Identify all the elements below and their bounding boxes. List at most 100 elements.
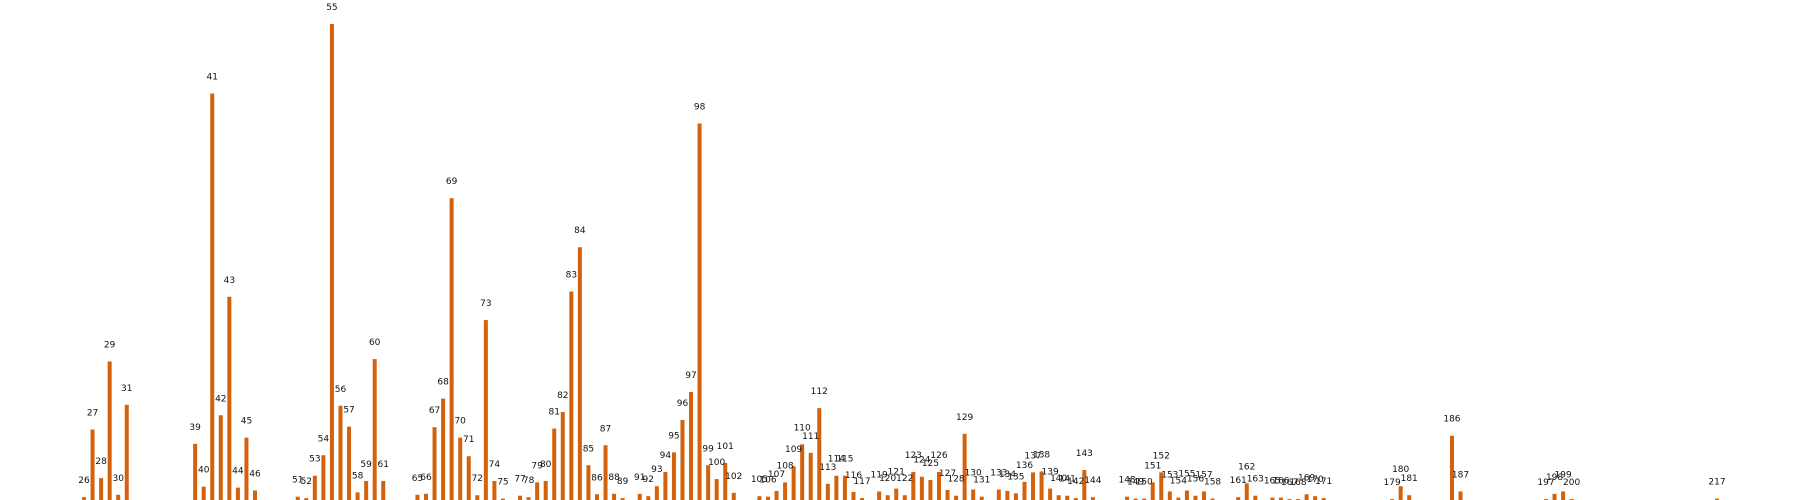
bar-155 bbox=[1184, 490, 1189, 500]
bar-label-39: 39 bbox=[189, 423, 201, 433]
bar-label-68: 68 bbox=[437, 378, 449, 388]
bar-154 bbox=[1176, 497, 1181, 500]
bar-129 bbox=[962, 433, 967, 500]
bar-label-197: 197 bbox=[1537, 478, 1554, 488]
bar-label-128: 128 bbox=[947, 475, 964, 485]
bar-101 bbox=[723, 462, 728, 500]
bar-117 bbox=[860, 498, 865, 500]
bar-54 bbox=[321, 455, 326, 500]
bar-43 bbox=[227, 296, 232, 500]
bar-40 bbox=[201, 486, 206, 500]
bar-107 bbox=[774, 490, 779, 500]
bar-27 bbox=[90, 429, 95, 500]
bar-label-217: 217 bbox=[1708, 478, 1725, 488]
bar-120 bbox=[885, 495, 890, 500]
bar-label-153: 153 bbox=[1161, 470, 1178, 480]
bar-125 bbox=[928, 480, 933, 500]
bars-layer bbox=[82, 24, 1719, 500]
bar-label-29: 29 bbox=[104, 340, 116, 350]
bar-99 bbox=[706, 465, 711, 500]
bar-45 bbox=[244, 437, 249, 500]
bar-label-95: 95 bbox=[668, 431, 679, 441]
bar-69 bbox=[449, 198, 454, 500]
bar-150 bbox=[1142, 498, 1147, 500]
bar-label-79: 79 bbox=[531, 461, 543, 471]
bar-label-162: 162 bbox=[1238, 462, 1255, 472]
bar-label-138: 138 bbox=[1033, 450, 1050, 460]
bar-label-87: 87 bbox=[600, 424, 611, 434]
bar-label-45: 45 bbox=[241, 417, 252, 427]
bar-label-156: 156 bbox=[1187, 475, 1204, 485]
bar-66 bbox=[423, 493, 428, 500]
bar-94 bbox=[663, 471, 668, 500]
bar-61 bbox=[381, 480, 386, 500]
bar-label-170: 170 bbox=[1307, 475, 1324, 485]
bar-153 bbox=[1167, 491, 1172, 500]
bar-144 bbox=[1090, 497, 1095, 500]
bar-label-163: 163 bbox=[1247, 475, 1264, 485]
bar-label-157: 157 bbox=[1195, 470, 1212, 480]
bar-100 bbox=[714, 479, 719, 500]
bar-127 bbox=[945, 490, 950, 500]
bar-116 bbox=[851, 491, 856, 500]
bar-label-149: 149 bbox=[1127, 478, 1144, 488]
bar-label-81: 81 bbox=[549, 408, 560, 418]
bar-68 bbox=[441, 398, 446, 500]
bar-label-121: 121 bbox=[888, 468, 905, 478]
bar-98 bbox=[697, 123, 702, 500]
bar-label-97: 97 bbox=[685, 371, 696, 381]
bar-label-187: 187 bbox=[1452, 470, 1469, 480]
bar-92 bbox=[646, 496, 651, 500]
bar-84 bbox=[577, 247, 582, 500]
bar-143 bbox=[1082, 470, 1087, 500]
bar-label-105: 105 bbox=[751, 475, 768, 485]
bar-label-112: 112 bbox=[811, 387, 828, 397]
bar-label-144: 144 bbox=[1084, 476, 1101, 486]
bar-113 bbox=[825, 483, 830, 500]
bar-label-125: 125 bbox=[922, 459, 939, 469]
bar-label-129: 129 bbox=[956, 413, 973, 423]
bar-106 bbox=[765, 496, 770, 500]
bar-label-114: 114 bbox=[828, 455, 845, 465]
bar-label-161: 161 bbox=[1230, 476, 1247, 486]
bar-label-92: 92 bbox=[643, 475, 654, 485]
bar-label-179: 179 bbox=[1384, 478, 1401, 488]
bar-label-117: 117 bbox=[853, 477, 870, 487]
bar-86 bbox=[594, 494, 599, 500]
bar-label-69: 69 bbox=[446, 177, 458, 187]
bar-label-171: 171 bbox=[1315, 477, 1332, 487]
bar-label-59: 59 bbox=[360, 460, 372, 470]
bar-72 bbox=[475, 495, 480, 500]
bar-166 bbox=[1278, 497, 1283, 500]
bar-label-106: 106 bbox=[759, 476, 776, 486]
bar-label-65: 65 bbox=[412, 474, 423, 484]
bar-label-180: 180 bbox=[1392, 465, 1409, 475]
bar-112 bbox=[817, 408, 822, 500]
bar-169 bbox=[1304, 494, 1309, 500]
bar-label-91: 91 bbox=[634, 473, 645, 483]
bar-136 bbox=[1022, 481, 1027, 500]
bar-56 bbox=[338, 405, 343, 500]
bar-label-82: 82 bbox=[557, 391, 568, 401]
bar-31 bbox=[124, 404, 129, 500]
bar-label-120: 120 bbox=[879, 474, 896, 484]
bar-label-152: 152 bbox=[1153, 451, 1170, 461]
bar-65 bbox=[415, 494, 420, 500]
bar-29 bbox=[107, 361, 112, 500]
bar-label-71: 71 bbox=[463, 435, 474, 445]
bar-124 bbox=[919, 476, 924, 500]
bar-51 bbox=[295, 496, 300, 500]
bar-label-41: 41 bbox=[207, 73, 218, 83]
bar-187 bbox=[1458, 491, 1463, 500]
bar-95 bbox=[671, 452, 676, 500]
bar-label-44: 44 bbox=[232, 467, 244, 477]
bar-label-142: 142 bbox=[1067, 477, 1084, 487]
bar-59 bbox=[364, 480, 369, 500]
bar-170 bbox=[1313, 496, 1318, 500]
bar-96 bbox=[680, 420, 685, 500]
bar-105 bbox=[757, 496, 762, 500]
bar-label-80: 80 bbox=[540, 460, 552, 470]
